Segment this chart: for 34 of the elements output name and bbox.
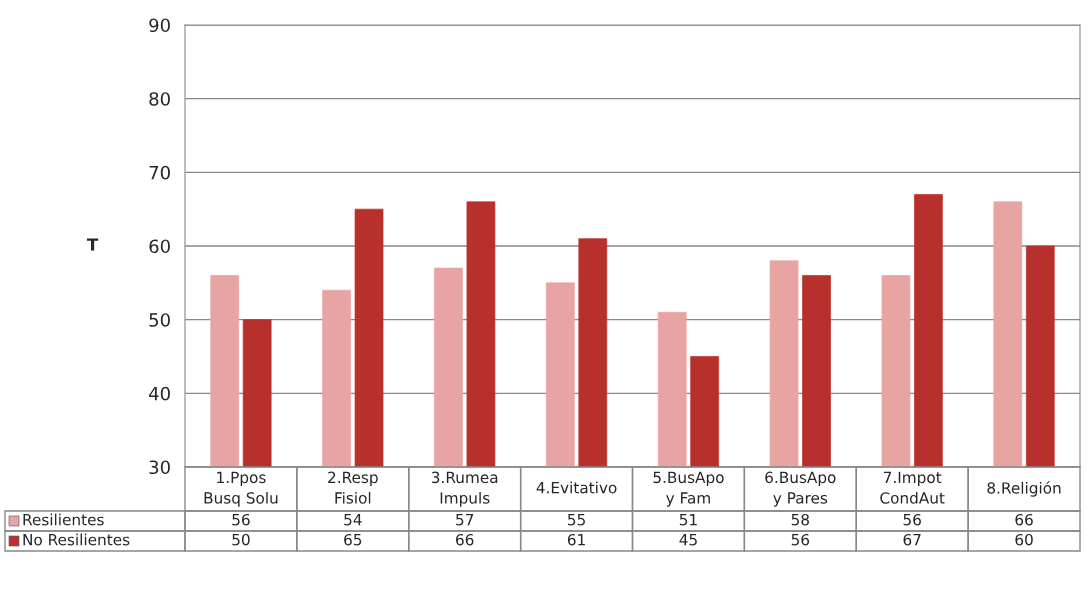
data-label: 56: [232, 513, 250, 526]
x-tick-label: 8.Religión: [987, 481, 1061, 497]
data-label: 65: [344, 533, 362, 546]
legend-label: No Resilientes: [23, 533, 130, 546]
data-label: 56: [791, 533, 810, 546]
x-tick-label: 3.Rumea Impuls: [431, 471, 498, 507]
data-label: 67: [903, 533, 921, 546]
data-label: 60: [1015, 533, 1033, 546]
y-tick-label: 90: [149, 18, 170, 33]
data-label: 57: [456, 514, 474, 526]
y-tick-label: 80: [149, 92, 170, 106]
data-label: 58: [791, 513, 809, 526]
data-label: 50: [232, 533, 250, 546]
x-tick-label: 6.BusApo y Pares: [765, 471, 836, 507]
data-label: 66: [1015, 513, 1033, 526]
x-tick-label: 4.Evitativo: [536, 481, 617, 494]
data-label: 66: [456, 533, 474, 546]
y-axis-title: T: [86, 238, 99, 251]
y-tick-label: 40: [149, 386, 170, 401]
y-tick-label: 70: [149, 165, 170, 180]
y-tick-label: 50: [149, 313, 170, 327]
data-label: 61: [567, 533, 585, 546]
x-tick-label: 7.Impot CondAut: [880, 471, 945, 504]
data-label: 56: [903, 513, 921, 526]
legend-label: Resilientes: [23, 513, 104, 526]
y-tick-label: 30: [149, 460, 170, 475]
x-tick-label: 1.Ppos Busq Solu: [204, 471, 278, 507]
data-label: 51: [679, 514, 697, 526]
y-tick-label: 60: [149, 239, 170, 254]
x-tick-label: 2.Resp Fisiol: [328, 471, 378, 504]
data-label: 54: [344, 514, 362, 526]
x-tick-label: 5.BusApo y Fam: [653, 471, 724, 507]
data-label: 55: [568, 514, 585, 526]
data-label: 45: [679, 534, 697, 546]
